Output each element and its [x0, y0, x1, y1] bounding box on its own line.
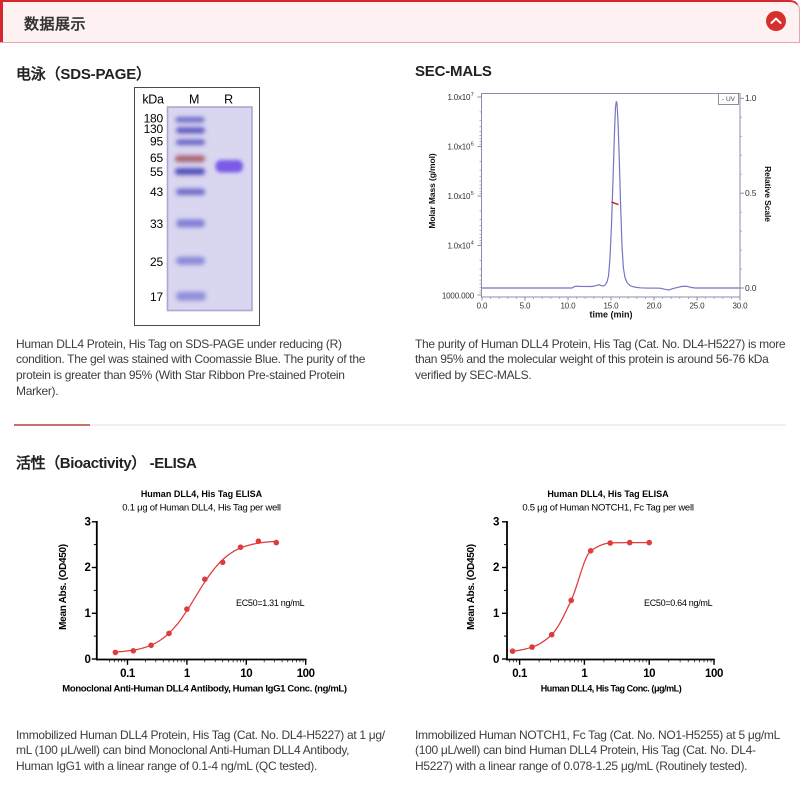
svg-text:3: 3 [493, 517, 499, 529]
svg-text:2: 2 [493, 562, 499, 574]
svg-text:130: 130 [144, 122, 164, 136]
svg-text:1: 1 [184, 668, 191, 680]
svg-text:2: 2 [85, 562, 91, 574]
svg-text:6: 6 [471, 142, 474, 148]
svg-text:kDa: kDa [142, 92, 164, 106]
svg-text:100: 100 [297, 668, 315, 680]
svg-text:EC50=1.31 ng/mL: EC50=1.31 ng/mL [236, 598, 305, 608]
svg-text:0.1: 0.1 [120, 668, 136, 680]
svg-text:Relative Scale: Relative Scale [763, 166, 773, 222]
svg-text:1000.000: 1000.000 [442, 291, 475, 300]
svg-text:0.1 μg of Human DLL4, His Tag: 0.1 μg of Human DLL4, His Tag per well [122, 503, 281, 514]
svg-text:65: 65 [150, 151, 163, 165]
svg-text:10.0: 10.0 [561, 302, 577, 311]
svg-text:1: 1 [85, 608, 92, 620]
svg-text:95: 95 [150, 135, 163, 149]
svg-text:Human DLL4, His Tag ELISA: Human DLL4, His Tag ELISA [547, 489, 669, 499]
svg-text:Molar Mass (g/mol): Molar Mass (g/mol) [427, 153, 437, 228]
svg-text:17: 17 [150, 290, 163, 304]
svg-text:Mean Abs. (OD450): Mean Abs. (OD450) [466, 544, 477, 630]
svg-text:10: 10 [240, 668, 252, 680]
svg-text:0: 0 [85, 654, 91, 666]
svg-text:0.0: 0.0 [745, 283, 757, 293]
svg-text:Mean Abs. (OD450): Mean Abs. (OD450) [58, 544, 69, 630]
svg-text:0.5 μg of Human NOTCH1, Fc Tag: 0.5 μg of Human NOTCH1, Fc Tag per well [522, 503, 694, 514]
svg-text:R: R [224, 92, 233, 106]
svg-text:100: 100 [705, 668, 723, 680]
svg-text:1.0x10: 1.0x10 [447, 142, 471, 151]
svg-text:time (min): time (min) [589, 310, 632, 320]
svg-text:4: 4 [471, 241, 474, 247]
svg-text:1: 1 [581, 668, 588, 680]
svg-text:1.0: 1.0 [745, 93, 757, 103]
svg-text:55: 55 [150, 165, 163, 179]
svg-text:10: 10 [643, 668, 655, 680]
svg-text:- UV: - UV [722, 96, 736, 103]
svg-text:25: 25 [150, 255, 163, 269]
svg-text:20.0: 20.0 [647, 302, 663, 311]
svg-text:0.5: 0.5 [745, 188, 757, 198]
svg-text:30.0: 30.0 [733, 302, 749, 311]
svg-text:5: 5 [471, 191, 474, 197]
svg-text:25.0: 25.0 [690, 302, 706, 311]
svg-text:0.1: 0.1 [512, 668, 528, 680]
svg-text:0.0: 0.0 [477, 302, 488, 311]
svg-text:Human DLL4, His Tag Conc. (μg/: Human DLL4, His Tag Conc. (μg/mL) [541, 684, 682, 694]
svg-text:Human DLL4, His Tag ELISA: Human DLL4, His Tag ELISA [141, 489, 263, 499]
svg-text:15.0: 15.0 [604, 302, 620, 311]
svg-text:1.0x10: 1.0x10 [447, 241, 471, 250]
svg-text:Monoclonal Anti-Human DLL4 Ant: Monoclonal Anti-Human DLL4 Antibody, Hum… [62, 684, 347, 695]
svg-text:5.0: 5.0 [520, 302, 531, 311]
svg-text:3: 3 [85, 517, 91, 529]
svg-text:1: 1 [493, 608, 500, 620]
svg-text:33: 33 [150, 217, 163, 231]
svg-text:M: M [189, 92, 199, 106]
svg-text:0: 0 [493, 654, 499, 666]
svg-text:180: 180 [144, 112, 164, 126]
svg-text:43: 43 [150, 185, 163, 199]
svg-text:1.0x10: 1.0x10 [447, 192, 471, 201]
svg-text:1.0x10: 1.0x10 [447, 93, 471, 102]
svg-text:7: 7 [471, 92, 474, 98]
svg-text:EC50=0.64 ng/mL: EC50=0.64 ng/mL [644, 598, 713, 608]
